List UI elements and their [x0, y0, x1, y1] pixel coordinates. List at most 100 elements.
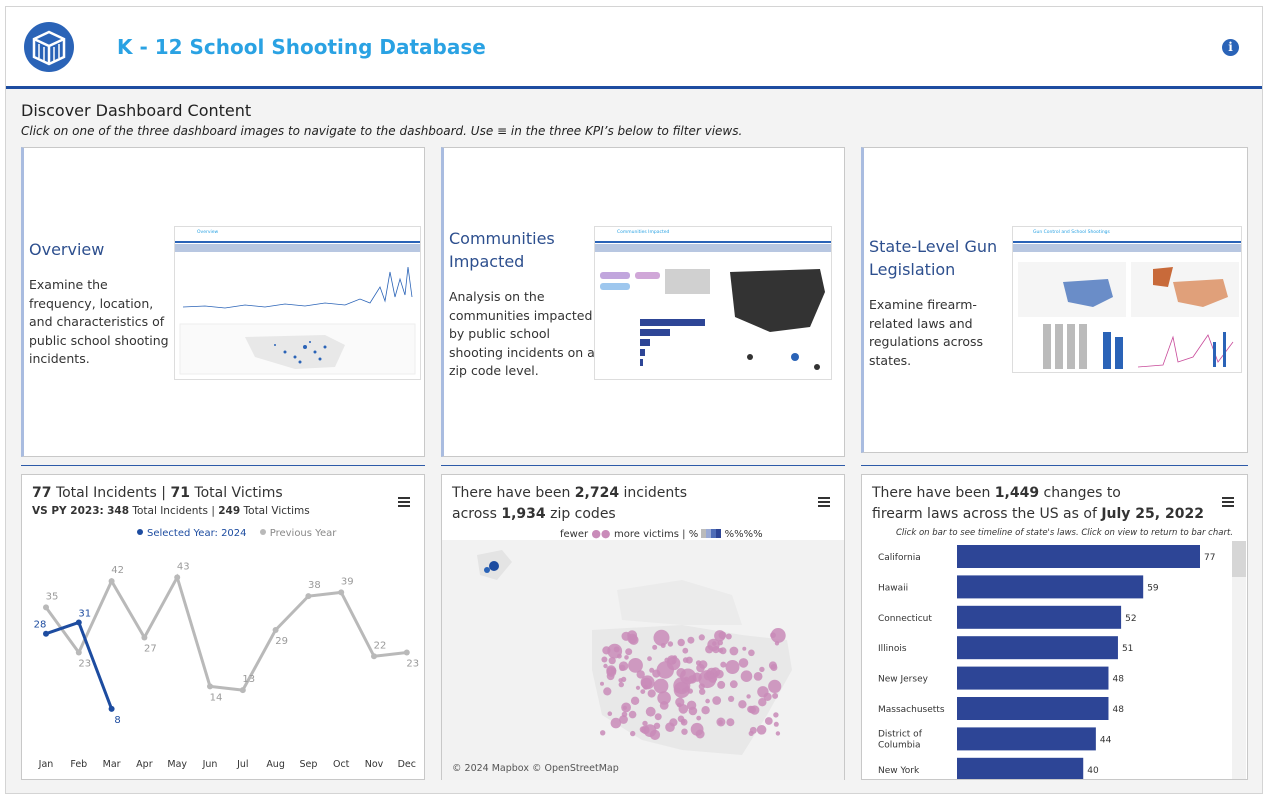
incident-dot — [642, 720, 648, 727]
map-legend: fewer ●● more victims | % %%%% — [560, 527, 763, 540]
incident-dot — [701, 706, 710, 715]
filter-menu-icon[interactable] — [1222, 497, 1234, 507]
incident-dot — [738, 658, 749, 668]
incident-dot — [664, 657, 670, 663]
data-label: 13 — [242, 674, 255, 685]
data-label: 29 — [275, 636, 288, 647]
filter-menu-icon[interactable] — [818, 497, 830, 507]
monthly-incidents-line-chart[interactable]: 35 23 42 27 43 14 13 29 38 39 22 23 28 31 8 Jan Feb Mar Ap… — [22, 539, 424, 779]
incident-dot — [641, 677, 653, 689]
bar-label: California — [878, 553, 921, 563]
bar-value: 52 — [1125, 614, 1136, 624]
bar-label: Hawaii — [878, 583, 908, 593]
incident-dot — [653, 678, 669, 694]
incident-dot — [625, 648, 633, 656]
data-point — [75, 619, 82, 626]
bar[interactable] — [957, 697, 1109, 720]
legislation-thumbnail[interactable]: Gun Control and School Shootings — [1012, 226, 1242, 373]
logo-icon — [24, 22, 74, 72]
legend-previous[interactable]: Previous Year — [259, 528, 337, 539]
x-tick-label: Feb — [70, 759, 87, 770]
incident-dot — [654, 713, 662, 721]
incident-dot — [630, 696, 640, 705]
section-divider — [21, 465, 425, 466]
incident-dot — [607, 711, 613, 716]
bar[interactable] — [957, 545, 1200, 568]
x-tick-label: Apr — [136, 759, 153, 770]
incident-dot — [773, 712, 779, 718]
bar-label: Connecticut — [878, 614, 932, 624]
bar[interactable] — [957, 727, 1096, 751]
filter-menu-icon[interactable] — [398, 497, 410, 507]
incident-dot — [618, 681, 624, 688]
incident-dot — [681, 728, 688, 735]
x-tick-label: May — [167, 759, 187, 770]
incident-dot — [698, 683, 705, 690]
legend-percent-label: % — [688, 529, 699, 540]
legislation-card[interactable]: State-Level Gun Legislation Examine fire… — [861, 147, 1248, 453]
incident-dot — [608, 657, 616, 665]
law-changes-value: 1,449 — [994, 485, 1040, 501]
scrollbar-thumb[interactable] — [1232, 541, 1246, 577]
card-title: Overview — [29, 240, 105, 259]
incident-dot — [667, 641, 674, 647]
bar[interactable] — [957, 575, 1144, 599]
bar[interactable] — [957, 757, 1084, 779]
incident-dot — [618, 678, 623, 683]
x-tick-label: Jun — [202, 759, 218, 770]
bar-value: 59 — [1147, 583, 1159, 593]
overview-card[interactable]: Overview Examine the frequency, location… — [21, 147, 425, 457]
separator: | — [161, 485, 167, 501]
incident-dot — [774, 641, 780, 646]
bar[interactable] — [957, 636, 1118, 660]
bar[interactable] — [957, 605, 1122, 629]
section-divider — [861, 465, 1248, 466]
scrollbar[interactable] — [1232, 541, 1246, 779]
data-label: 27 — [144, 643, 157, 654]
bar-label: New Jersey — [878, 675, 929, 685]
color-legend-swatches — [701, 529, 722, 540]
incident-dot — [698, 634, 705, 641]
incident-dot — [698, 660, 708, 669]
incident-dot — [775, 731, 781, 736]
legend-selected[interactable]: Selected Year: 2024 — [137, 528, 247, 539]
incident-dot — [676, 668, 686, 678]
legend-label: Previous Year — [269, 528, 337, 539]
data-label: 23 — [78, 659, 91, 670]
incident-dot — [699, 688, 706, 695]
incident-dot — [705, 698, 710, 704]
kpi-headline: There have been 1,449 changes to firearm… — [872, 483, 1204, 525]
headline-text: zip codes — [550, 506, 616, 522]
incident-dot — [606, 665, 617, 676]
incident-dot — [772, 692, 779, 699]
incident-dot — [746, 694, 751, 699]
incident-dot — [682, 647, 689, 654]
incident-dot — [618, 661, 629, 671]
legislation-kpi-panel: There have been 1,449 changes to firearm… — [861, 474, 1248, 780]
incident-dot — [621, 631, 631, 641]
data-point — [43, 630, 49, 637]
incident-dot — [635, 685, 641, 690]
incident-dot — [652, 669, 661, 678]
communities-thumbnail[interactable]: Communities Impacted — [594, 226, 832, 380]
legend-percent-label: %%%% — [724, 529, 763, 540]
bar[interactable] — [957, 666, 1109, 690]
incident-dot — [660, 643, 666, 648]
data-point — [403, 649, 410, 656]
data-point — [305, 593, 312, 600]
law-changes-bar-chart[interactable]: California 77 Hawaii 59 Connecticut 52 Illinoi… — [862, 541, 1232, 779]
incident-dot — [756, 725, 767, 735]
incident-dot — [725, 633, 732, 640]
communities-card[interactable]: Communities Impacted Analysis on the com… — [441, 147, 845, 457]
data-point — [239, 687, 246, 694]
incident-dot — [603, 663, 608, 669]
legend-fewer-label: fewer — [560, 529, 589, 540]
overview-thumbnail[interactable]: Overview — [174, 226, 421, 380]
data-point — [108, 705, 115, 712]
total-incidents-value: 2,724 — [574, 485, 620, 501]
incident-dot — [690, 722, 704, 736]
incident-dot — [758, 698, 767, 707]
info-icon[interactable]: i — [1222, 39, 1239, 56]
incidents-zip-map[interactable] — [442, 540, 844, 780]
total-victims-value: 71 — [170, 485, 190, 501]
